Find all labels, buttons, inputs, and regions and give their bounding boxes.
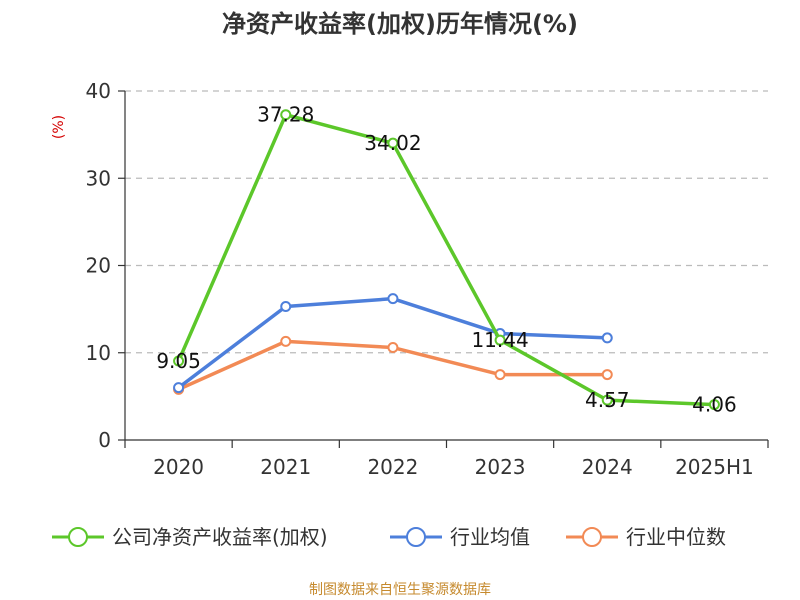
data-label: 11.44 [471,328,528,352]
y-tick-label: 0 [98,428,111,452]
series-group [173,109,720,411]
x-tick-label: 2022 [367,455,418,479]
data-point [280,301,292,313]
data-label: 37.28 [257,103,314,127]
legend-marker [68,527,88,547]
legend-marker [406,527,426,547]
legend: 公司净资产收益率(加权) 行业均值 行业中位数 [52,525,726,549]
data-point [601,394,613,406]
data-label: 9.05 [156,349,201,373]
series-1 [173,293,613,394]
data-point [387,342,399,354]
legend-label: 行业中位数 [626,525,726,549]
axes: 0 10 20 30 40 2020 2021 2022 2023 2024 2025H1 [86,79,769,479]
x-tick-label: 2020 [153,455,204,479]
data-point [173,382,185,394]
legend-item: 行业中位数 [566,525,726,549]
data-point [387,137,399,149]
legend-marker [582,527,602,547]
x-tick-label: 2021 [260,455,311,479]
legend-item: 公司净资产收益率(加权) [52,525,328,549]
series-0 [173,109,720,411]
data-point [494,334,506,346]
data-point [280,335,292,347]
data-point [708,399,720,411]
y-tick-label: 30 [86,166,111,190]
source-note: 制图数据来自恒生聚源数据库 [309,582,491,598]
x-tick-label: 2023 [475,455,526,479]
grid [125,90,768,354]
y-unit-label: (%) [51,115,67,139]
data-point [494,369,506,381]
series-line [176,112,715,407]
x-tick-label: 2024 [582,455,633,479]
legend-label: 公司净资产收益率(加权) [112,525,328,549]
data-point [280,109,292,121]
y-tick-label: 40 [86,79,111,103]
data-point [387,293,399,305]
data-point [601,369,613,381]
legend-item: 行业均值 [390,525,530,549]
data-labels: 9.05 37.28 34.02 11.44 4.57 4.06 [156,103,736,417]
data-point [601,332,613,344]
legend-label: 行业均值 [450,525,530,549]
data-label: 34.02 [364,131,421,155]
chart-title: 净资产收益率(加权)历年情况(%) [222,10,578,38]
data-label: 4.57 [585,388,630,412]
data-point [173,355,185,367]
y-tick-label: 20 [86,254,111,278]
data-label: 4.06 [692,393,737,417]
y-tick-label: 10 [86,341,111,365]
x-tick-label: 2025H1 [675,455,754,479]
